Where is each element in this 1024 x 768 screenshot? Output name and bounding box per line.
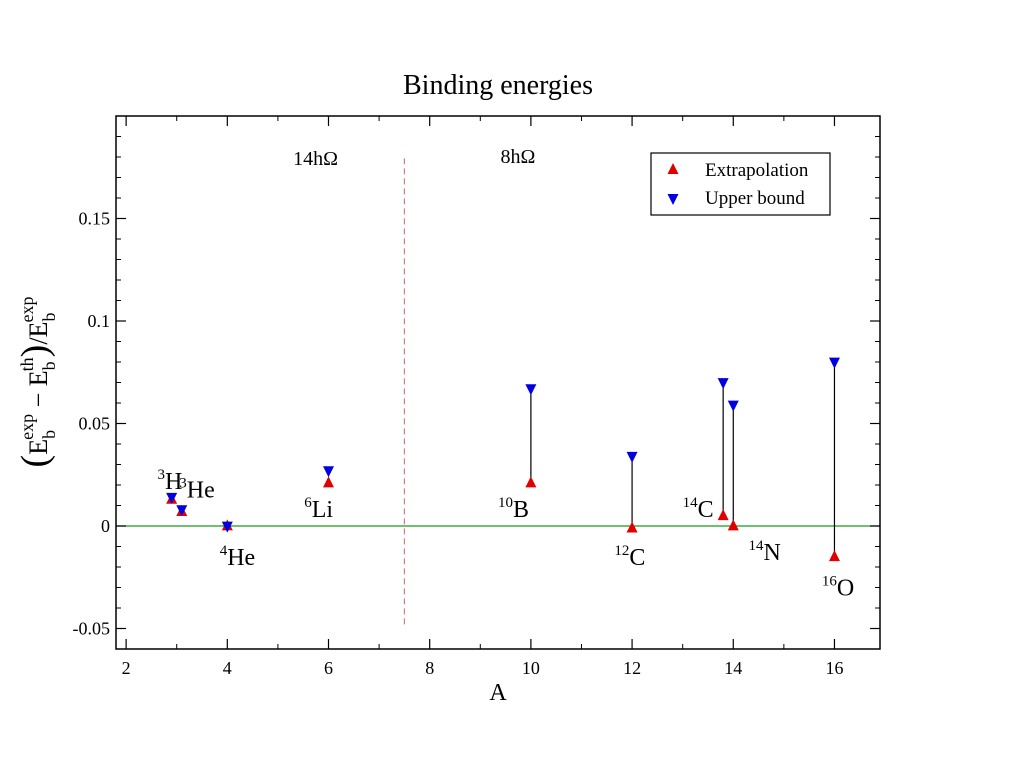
- x-tick-label-5: 12: [623, 658, 641, 678]
- extrapolation-point-8: [828, 550, 840, 562]
- upper-bound-point-0: [166, 492, 178, 504]
- upper-bound-point-3: [323, 466, 335, 478]
- data-points-group: [166, 357, 840, 562]
- extrapolation-point-4: [525, 476, 537, 488]
- nucleus-mass-number: 14: [748, 538, 764, 554]
- axis-ticks-group: [116, 116, 880, 650]
- nucleus-mass-number: 12: [614, 543, 629, 559]
- upper-bound-point-2: [221, 521, 233, 533]
- nucleus-label-1: 3He: [179, 475, 214, 503]
- region-labels-group: 14hΩ 8hΩ: [293, 146, 535, 170]
- nucleus-symbol: O: [837, 576, 854, 602]
- nucleus-label-6: 14C: [683, 495, 714, 523]
- nucleus-symbol: He: [187, 477, 215, 503]
- y-label-e3-sub: b: [39, 313, 59, 322]
- x-tick-label-0: 2: [122, 658, 131, 678]
- y-label-minus: −: [24, 386, 53, 414]
- nucleus-label-7: 14N: [748, 538, 780, 566]
- nucleus-mass-number: 3: [157, 467, 165, 483]
- y-label-e1: E: [24, 439, 53, 455]
- nucleus-mass-number: 4: [220, 543, 228, 559]
- nucleus-mass-number: 10: [498, 495, 513, 511]
- nucleus-symbol: B: [513, 497, 529, 523]
- nucleus-mass-number: 16: [822, 574, 838, 590]
- legend-label-upper-bound: Upper bound: [705, 188, 805, 209]
- y-label-e2-sub: b: [39, 361, 59, 370]
- legend-label-extrapolation: Extrapolation: [705, 160, 809, 181]
- nucleus-label-2: 4He: [220, 543, 255, 571]
- x-tick-label-3: 8: [425, 658, 434, 678]
- nucleus-symbol: H: [165, 469, 182, 495]
- legend: Extrapolation Upper bound: [650, 152, 831, 216]
- nucleus-symbol: Li: [312, 497, 334, 523]
- nucleus-symbol: N: [763, 540, 780, 566]
- y-tick-label-1: 0: [101, 516, 110, 536]
- y-axis-label: (Ebexp − Ebth)/Ebexp: [14, 297, 59, 468]
- x-tick-label-7: 16: [825, 658, 843, 678]
- region-label-1: 8hΩ: [501, 146, 536, 168]
- extrapolation-point-3: [323, 476, 335, 488]
- y-tick-label-3: 0.1: [88, 311, 111, 331]
- upper-bound-point-7: [727, 400, 739, 412]
- y-label-close-paren: ): [14, 345, 56, 358]
- chart-title: Binding energies: [403, 70, 593, 101]
- x-tick-label-6: 14: [724, 658, 742, 678]
- y-label-slash: /: [24, 337, 53, 345]
- nucleus-mass-number: 14: [683, 495, 699, 511]
- y-label-open-paren: (: [14, 455, 56, 468]
- nucleus-label-0: 3H: [157, 467, 182, 495]
- y-tick-label-2: 0.05: [79, 414, 111, 434]
- connector-lines-group: [530, 362, 836, 557]
- y-tick-label-0: -0.05: [73, 619, 111, 639]
- y-label-e2: E: [24, 370, 53, 386]
- nucleus-symbol: C: [629, 545, 645, 571]
- nucleus-label-8: 16O: [822, 574, 854, 602]
- y-label-e2-sup: th: [17, 357, 37, 371]
- upper-bound-point-6: [717, 378, 729, 390]
- y-tick-label-4: 0.15: [79, 209, 111, 229]
- x-tick-labels-group: 2 4 6 8 10 12 14 16: [122, 658, 844, 678]
- extrapolation-point-7: [727, 519, 739, 531]
- y-label-e3-sup: exp: [17, 297, 37, 323]
- nucleus-label-5: 12C: [614, 543, 645, 571]
- x-tick-label-4: 10: [522, 658, 540, 678]
- upper-bound-point-5: [626, 451, 638, 463]
- nucleus-label-4: 10B: [498, 495, 529, 523]
- y-label-e3: E: [24, 322, 53, 338]
- upper-bound-point-1: [176, 505, 188, 517]
- legend-box: [650, 152, 831, 216]
- x-tick-label-2: 6: [324, 658, 333, 678]
- nucleus-symbol: C: [698, 497, 714, 523]
- nucleus-symbol: He: [227, 545, 255, 571]
- nucleus-mass-number: 6: [304, 495, 312, 511]
- y-tick-labels-group: -0.05 0 0.05 0.1 0.15: [73, 209, 111, 639]
- upper-bound-point-4: [525, 384, 537, 396]
- y-label-e1-sup: exp: [17, 414, 37, 440]
- nucleus-label-3: 6Li: [304, 495, 333, 523]
- region-label-0: 14hΩ: [293, 148, 338, 170]
- x-tick-label-1: 4: [223, 658, 232, 678]
- legend-marker-extrapolation: [667, 163, 679, 174]
- x-axis-label: A: [489, 680, 507, 706]
- y-label-e1-sub: b: [39, 430, 59, 439]
- nucleus-mass-number: 3: [179, 475, 187, 491]
- legend-marker-upper-bound: [667, 194, 679, 205]
- upper-bound-point-8: [828, 357, 840, 369]
- extrapolation-point-5: [626, 521, 638, 533]
- extrapolation-point-6: [717, 509, 729, 521]
